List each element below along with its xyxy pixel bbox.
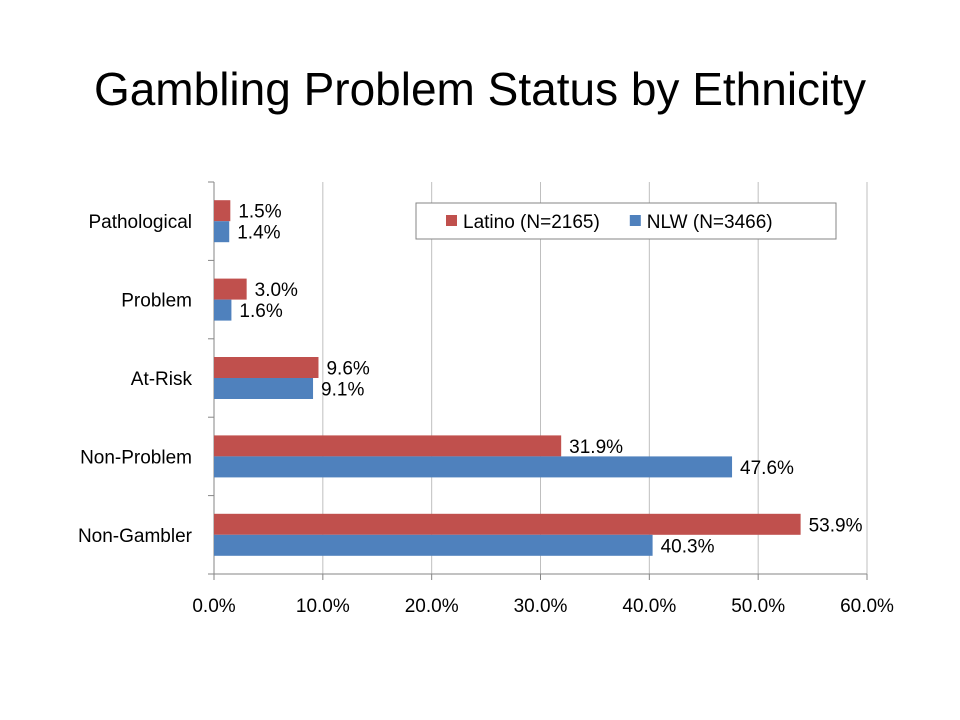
legend: Latino (N=2165) NLW (N=3466) [415, 202, 837, 240]
data-label: 53.9% [809, 515, 863, 536]
x-tick-label: 0.0% [192, 596, 235, 617]
x-tick-label: 60.0% [840, 596, 894, 617]
data-labels: 1.5%1.4% 3.0%1.6% 9.6%9.1% 31.9% 47.6% 53.9% 4… [237, 202, 862, 558]
bar [214, 278, 247, 300]
x-tick-label: 50.0% [731, 596, 785, 617]
x-tick-label: 40.0% [622, 596, 676, 617]
bar [214, 299, 232, 321]
bar [214, 221, 230, 243]
bar [214, 456, 733, 478]
bar [214, 513, 801, 535]
data-label: 3.0% [255, 280, 298, 301]
data-label: 1.6% [239, 301, 282, 322]
data-label: 31.9% [569, 437, 623, 458]
bar [214, 435, 562, 457]
data-label: 1.5% [238, 202, 281, 223]
bar [214, 534, 653, 556]
bars [214, 200, 801, 556]
x-tick-label: 30.0% [514, 596, 568, 617]
category-label: Pathological [88, 212, 192, 233]
data-label: 9.6% [326, 359, 369, 380]
legend-swatch [629, 215, 641, 226]
data-label: 9.1% [321, 380, 364, 401]
category-label: Problem [121, 291, 192, 312]
category-label: At-Risk [131, 369, 193, 390]
data-label: 40.3% [661, 536, 715, 557]
legend-label: Latino (N=2165) [463, 212, 600, 233]
x-tick-labels: 0.0% 10.0% 20.0% 30.0% 40.0% 50.0% 60.0% [192, 596, 894, 617]
data-label: 47.6% [740, 458, 794, 479]
category-labels: Pathological Problem At-Risk Non-Problem Non… [78, 212, 193, 547]
category-label: Non-Problem [80, 447, 192, 468]
legend-box [415, 202, 837, 240]
slide-title: Gambling Problem Status by Ethnicity [93, 63, 867, 115]
x-tick-label: 10.0% [296, 596, 350, 617]
legend-swatch [446, 215, 457, 226]
bar [214, 357, 319, 378]
data-label: 1.4% [237, 223, 280, 244]
category-label: Non-Gambler [78, 526, 193, 547]
gridlines [322, 182, 868, 574]
legend-label: NLW (N=3466) [647, 212, 773, 233]
bar [214, 200, 231, 222]
bar [214, 378, 314, 399]
x-tick-label: 20.0% [405, 596, 459, 617]
